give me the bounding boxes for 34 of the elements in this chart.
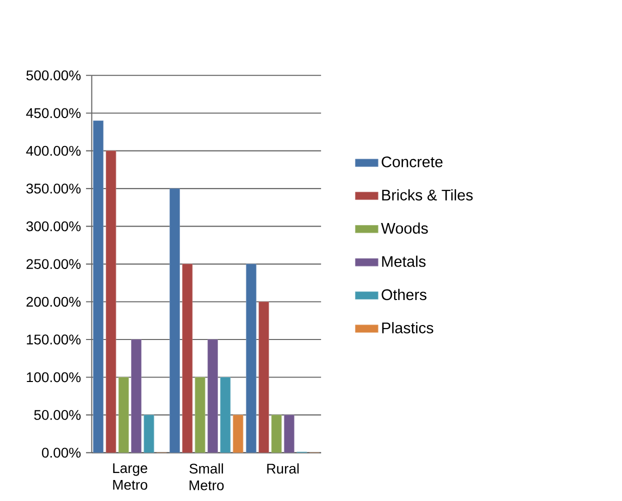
bar bbox=[271, 414, 282, 453]
x-tick-label: Rural bbox=[267, 463, 299, 474]
x-tick-label: Large Metro bbox=[113, 463, 148, 490]
y-tick-label: 400.00% bbox=[26, 146, 81, 156]
bar bbox=[194, 377, 206, 453]
bar bbox=[182, 264, 193, 453]
bar bbox=[170, 188, 180, 453]
bar bbox=[93, 120, 104, 453]
legend-label: Concrete bbox=[382, 156, 442, 168]
bar bbox=[106, 150, 116, 453]
bar bbox=[118, 377, 129, 453]
bar bbox=[246, 264, 256, 453]
y-tick-label: 0.00% bbox=[42, 448, 81, 458]
y-tick-label: 350.00% bbox=[26, 184, 81, 194]
legend-label: Woods bbox=[381, 222, 428, 234]
legend-label: Bricks & Tiles bbox=[382, 189, 473, 200]
bar bbox=[284, 414, 294, 453]
y-tick-label: 100.00% bbox=[26, 372, 81, 382]
y-tick-label: 200.00% bbox=[26, 296, 81, 307]
bar bbox=[131, 339, 142, 453]
bar bbox=[258, 302, 270, 453]
bar bbox=[144, 414, 154, 453]
legend-label: Plastics bbox=[382, 322, 434, 334]
y-tick-label: 300.00% bbox=[26, 221, 81, 232]
y-tick-label: 250.00% bbox=[26, 259, 81, 270]
y-tick-label: 450.00% bbox=[26, 108, 81, 118]
x-tick-label: Small Metro bbox=[190, 463, 224, 490]
bar bbox=[208, 339, 218, 453]
y-tick-label: 500.00% bbox=[26, 70, 81, 80]
y-tick-label: 150.00% bbox=[26, 334, 81, 344]
y-tick-label: 50.00% bbox=[34, 410, 81, 420]
bar bbox=[220, 377, 231, 453]
legend-label: Metals bbox=[382, 256, 426, 267]
legend-label: Others bbox=[382, 288, 426, 300]
